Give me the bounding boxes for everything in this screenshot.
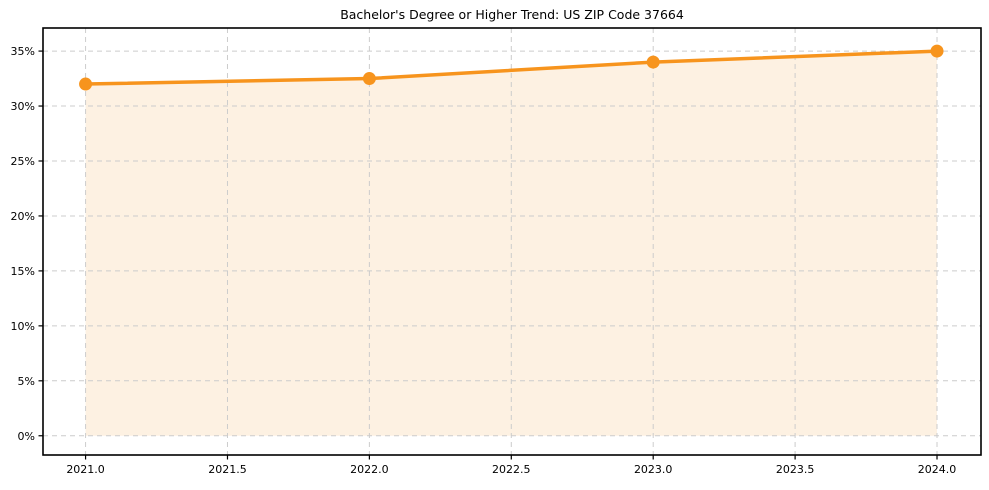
data-points [79,44,944,91]
x-tick-label: 2021.5 [208,463,247,476]
data-point [362,72,376,86]
data-point [930,44,944,58]
y-tick-label: 30% [11,100,35,113]
y-axis: 0% 5% 10% 15% 20% 25% 30% 35% [11,45,43,443]
y-tick-label: 35% [11,45,35,58]
x-tick-label: 2021.0 [66,463,105,476]
x-tick-label: 2022.0 [350,463,389,476]
gridlines [43,28,981,455]
data-point [646,55,660,69]
area-fill [85,51,938,436]
data-point [79,77,93,91]
y-tick-label: 25% [11,155,35,168]
x-tick-label: 2022.5 [492,463,531,476]
y-tick-label: 0% [18,430,35,443]
plot-border [42,27,982,456]
y-tick-label: 20% [11,210,35,223]
x-axis: 2021.0 2021.5 2022.0 2022.5 2023.0 2023.5 2024… [66,455,956,476]
y-tick-label: 15% [11,265,35,278]
y-tick-label: 10% [11,320,35,333]
x-tick-label: 2023.5 [776,463,815,476]
y-tick-label: 5% [18,375,35,388]
chart-title: Bachelor's Degree or Higher Trend: US ZI… [340,7,684,22]
x-tick-label: 2024.0 [918,463,957,476]
trend-line [83,49,939,86]
x-tick-label: 2023.0 [634,463,673,476]
